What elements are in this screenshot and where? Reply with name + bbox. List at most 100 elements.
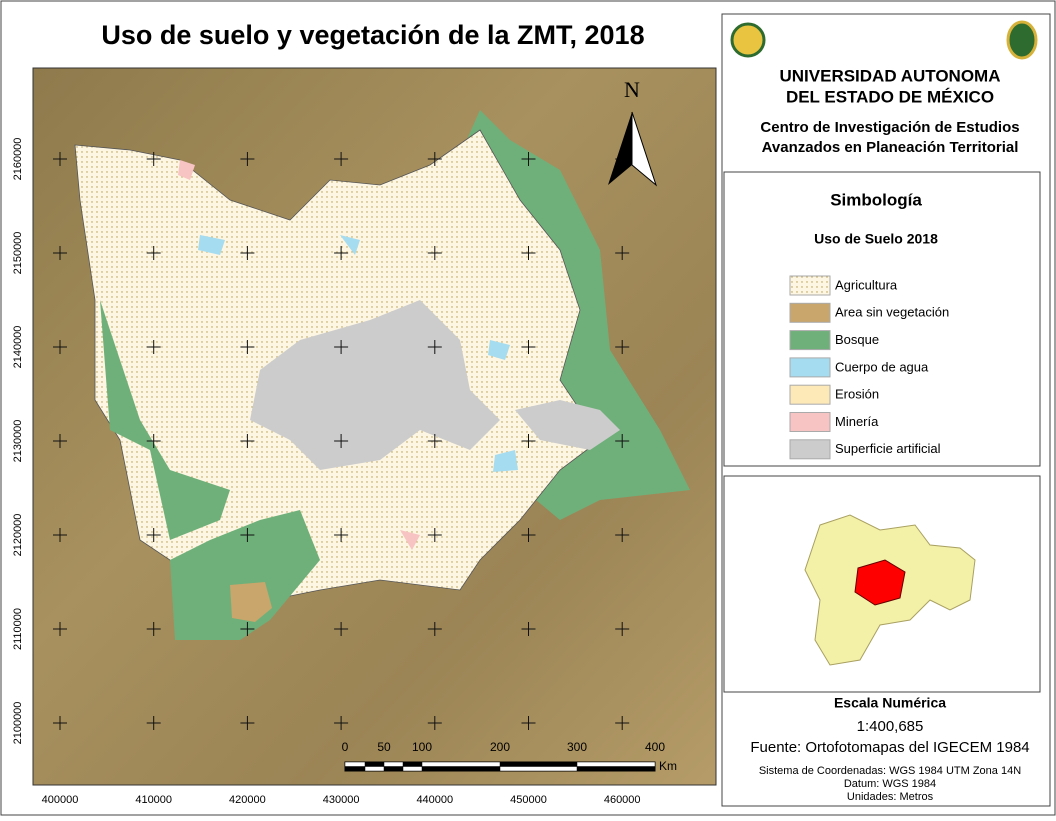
grid-cross xyxy=(521,434,536,448)
x-label: 400000 xyxy=(42,794,79,806)
grid-cross xyxy=(53,528,67,542)
grid-cross xyxy=(427,434,442,448)
scale-segment xyxy=(364,766,385,772)
grid-cross xyxy=(53,434,67,448)
crs: Datum: WGS 1984 xyxy=(844,778,936,790)
grid-cross xyxy=(427,340,442,354)
forest xyxy=(170,510,320,640)
grid-cross xyxy=(240,152,255,166)
source: Fuente: Ortofotomapas del IGECEM 1984 xyxy=(750,739,1029,756)
grid-cross xyxy=(334,246,349,260)
grid-cross xyxy=(146,152,161,166)
grid-cross xyxy=(240,340,255,354)
logo-right xyxy=(1006,20,1038,60)
grid-cross xyxy=(334,340,349,354)
grid-cross xyxy=(53,622,67,636)
x-label: 460000 xyxy=(604,794,641,806)
grid-cross xyxy=(427,716,442,730)
scale-label: 50 xyxy=(377,740,391,754)
grid-cross xyxy=(615,528,630,542)
grid-cross xyxy=(240,528,255,542)
legend-swatch xyxy=(789,384,831,405)
grid-cross xyxy=(146,622,161,636)
x-label: 420000 xyxy=(229,794,266,806)
grid-cross xyxy=(334,528,349,542)
legend-label: Cuerpo de agua xyxy=(835,359,929,374)
legend-label: Agricultura xyxy=(835,277,898,292)
grid-cross xyxy=(240,434,255,448)
legend-title: Simbología xyxy=(830,190,922,209)
y-label: 2150000 xyxy=(12,232,24,275)
grid-cross xyxy=(521,152,536,166)
grid-cross xyxy=(521,246,536,260)
grid-cross xyxy=(146,716,161,730)
y-labels: 2160000 2150000 2140000 2130000 2120000 21100… xyxy=(12,138,24,745)
x-labels: 400000 410000 420000 430000 440000 450000 4600… xyxy=(42,794,641,806)
grid-cross xyxy=(146,340,161,354)
legend-label: Area sin vegetación xyxy=(835,305,949,320)
y-label: 2120000 xyxy=(12,514,24,557)
scale-label: 100 xyxy=(412,740,432,754)
north-arrow-left xyxy=(608,112,632,185)
scale-label: 300 xyxy=(567,740,587,754)
grid-cross xyxy=(146,434,161,448)
grid-cross xyxy=(53,340,67,354)
grid-cross xyxy=(334,434,349,448)
grid-cross xyxy=(334,716,349,730)
scale-segment xyxy=(422,766,500,771)
scale-segment xyxy=(403,762,422,767)
grid-cross xyxy=(615,340,630,354)
forest xyxy=(100,300,230,540)
legend-box xyxy=(723,171,1041,467)
legend-subtitle: Uso de Suelo 2018 xyxy=(814,231,938,247)
urban xyxy=(250,300,500,470)
grid-cross xyxy=(615,716,630,730)
grid-cross xyxy=(240,622,255,636)
crs: Sistema de Coordenadas: WGS 1984 UTM Zon… xyxy=(759,765,1021,777)
legend-swatch xyxy=(789,357,831,378)
north-label: N xyxy=(624,77,640,102)
grid-cross xyxy=(240,246,255,260)
center-name: Avanzados en Planeación Territorial xyxy=(762,139,1019,156)
logo-left xyxy=(730,22,766,58)
legend-items: Agricultura Area sin vegetación Bosque Cuer… xyxy=(789,275,949,460)
institution-name: DEL ESTADO DE MÉXICO xyxy=(786,87,994,106)
y-label: 2130000 xyxy=(12,420,24,463)
legend-swatch xyxy=(789,330,831,351)
grid-cross xyxy=(427,622,442,636)
x-label: 430000 xyxy=(323,794,360,806)
grid-cross xyxy=(240,716,255,730)
grid-cross xyxy=(521,716,536,730)
scale-segment xyxy=(345,766,365,771)
grid-cross xyxy=(334,152,349,166)
scale-segment xyxy=(365,762,384,767)
grid-cross xyxy=(53,246,67,260)
bare-area xyxy=(230,582,272,622)
legend-label: Erosión xyxy=(835,387,879,402)
scale-label: 0 xyxy=(342,740,349,754)
legend-label: Bosque xyxy=(835,332,879,347)
north-arrow: N xyxy=(608,77,658,187)
y-label: 2110000 xyxy=(12,608,24,650)
legend-swatch xyxy=(789,302,831,323)
scale-segment xyxy=(576,761,656,767)
scale-segment xyxy=(344,761,366,767)
grid-cross xyxy=(521,622,536,636)
scale-bar: 0 50 100 200 300 400 Km xyxy=(342,740,677,773)
legend-swatch xyxy=(789,275,831,296)
scale-label: 200 xyxy=(490,740,510,754)
scale-segment xyxy=(384,766,403,771)
scale-title: Escala Numérica xyxy=(834,695,946,711)
scale-segment xyxy=(500,762,577,767)
y-label: 2100000 xyxy=(12,702,24,745)
grid-cross xyxy=(427,152,442,166)
north-arrow-right xyxy=(631,111,658,187)
locator-zmt xyxy=(854,559,906,606)
scale-unit: Km xyxy=(659,759,677,773)
grid-cross xyxy=(521,528,536,542)
grid-cross xyxy=(427,528,442,542)
grid-cross xyxy=(53,716,67,730)
grid-cross xyxy=(146,246,161,260)
